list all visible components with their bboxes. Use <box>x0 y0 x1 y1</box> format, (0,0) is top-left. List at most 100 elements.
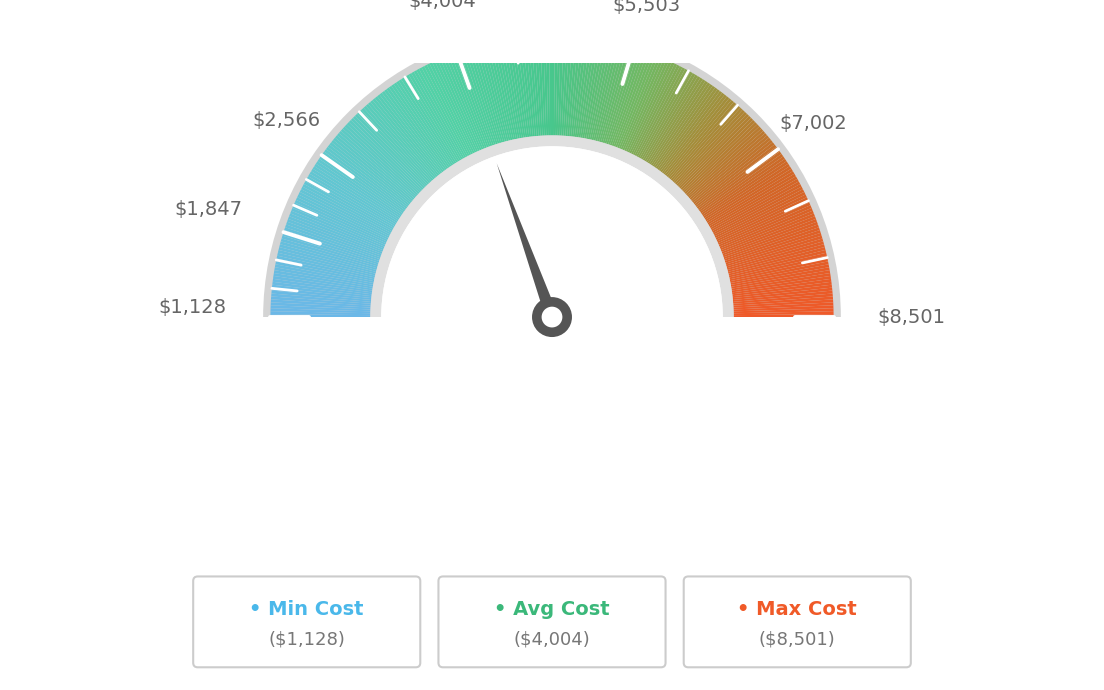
Wedge shape <box>291 208 384 248</box>
Wedge shape <box>365 104 433 181</box>
Wedge shape <box>401 78 456 164</box>
Wedge shape <box>287 219 382 255</box>
Wedge shape <box>656 86 715 169</box>
Wedge shape <box>624 59 667 151</box>
Wedge shape <box>682 120 755 191</box>
Wedge shape <box>363 106 432 182</box>
Text: $5,503: $5,503 <box>612 0 680 15</box>
Wedge shape <box>335 135 413 201</box>
Wedge shape <box>282 236 378 266</box>
Wedge shape <box>716 197 808 241</box>
Wedge shape <box>555 35 561 135</box>
Wedge shape <box>639 70 690 159</box>
Wedge shape <box>733 308 834 313</box>
Wedge shape <box>275 264 373 285</box>
Wedge shape <box>280 241 376 270</box>
Wedge shape <box>273 276 372 293</box>
Wedge shape <box>619 55 658 149</box>
FancyBboxPatch shape <box>438 576 666 667</box>
Wedge shape <box>729 250 826 275</box>
Wedge shape <box>290 210 384 250</box>
Wedge shape <box>565 36 575 136</box>
Wedge shape <box>263 28 841 317</box>
Wedge shape <box>672 106 741 182</box>
Wedge shape <box>499 40 520 139</box>
Wedge shape <box>285 224 381 259</box>
Wedge shape <box>595 43 622 141</box>
Wedge shape <box>272 293 371 304</box>
Wedge shape <box>454 52 490 147</box>
Text: ($4,004): ($4,004) <box>513 631 591 649</box>
Wedge shape <box>700 154 783 213</box>
Wedge shape <box>540 36 546 135</box>
Wedge shape <box>554 35 558 135</box>
Wedge shape <box>274 267 373 287</box>
Wedge shape <box>321 154 404 213</box>
Wedge shape <box>333 137 412 203</box>
Wedge shape <box>296 197 388 241</box>
Wedge shape <box>714 192 806 238</box>
Wedge shape <box>728 241 824 270</box>
Wedge shape <box>424 65 471 155</box>
Wedge shape <box>578 39 596 137</box>
Wedge shape <box>382 91 444 172</box>
Wedge shape <box>399 79 455 165</box>
Wedge shape <box>339 131 416 198</box>
Wedge shape <box>728 247 826 274</box>
Wedge shape <box>718 200 809 243</box>
Wedge shape <box>273 279 372 295</box>
Wedge shape <box>411 72 463 159</box>
Wedge shape <box>331 140 411 204</box>
Wedge shape <box>316 161 401 218</box>
Wedge shape <box>707 168 793 223</box>
Wedge shape <box>734 311 834 315</box>
Wedge shape <box>709 174 796 226</box>
Wedge shape <box>718 203 810 245</box>
Wedge shape <box>628 61 672 152</box>
Wedge shape <box>732 282 831 296</box>
Wedge shape <box>389 86 448 169</box>
Wedge shape <box>459 50 495 146</box>
Wedge shape <box>493 41 516 139</box>
Wedge shape <box>552 35 555 135</box>
Wedge shape <box>705 166 792 221</box>
Wedge shape <box>677 112 747 186</box>
Wedge shape <box>328 144 408 207</box>
Wedge shape <box>571 37 584 137</box>
Wedge shape <box>391 84 450 168</box>
Wedge shape <box>374 97 439 176</box>
Wedge shape <box>437 59 480 151</box>
Wedge shape <box>476 45 505 142</box>
Wedge shape <box>704 164 789 219</box>
Wedge shape <box>702 159 786 217</box>
Wedge shape <box>626 60 669 152</box>
Wedge shape <box>635 66 682 156</box>
Wedge shape <box>485 43 510 141</box>
Wedge shape <box>452 53 489 148</box>
Wedge shape <box>723 221 818 257</box>
Wedge shape <box>614 52 650 147</box>
Wedge shape <box>612 51 647 146</box>
Wedge shape <box>318 159 402 217</box>
Wedge shape <box>633 65 680 155</box>
Wedge shape <box>325 149 406 210</box>
Wedge shape <box>274 273 372 290</box>
Wedge shape <box>728 244 825 272</box>
Wedge shape <box>562 36 570 136</box>
Wedge shape <box>664 95 726 175</box>
Wedge shape <box>522 37 535 137</box>
Wedge shape <box>584 40 605 139</box>
Wedge shape <box>692 137 771 203</box>
Wedge shape <box>687 128 763 197</box>
Wedge shape <box>712 184 802 233</box>
Wedge shape <box>713 186 803 235</box>
Wedge shape <box>270 314 370 317</box>
Wedge shape <box>418 68 468 157</box>
Wedge shape <box>368 102 435 179</box>
Wedge shape <box>710 179 799 230</box>
Wedge shape <box>349 120 422 191</box>
Wedge shape <box>273 282 372 296</box>
Wedge shape <box>531 36 541 136</box>
Wedge shape <box>679 116 751 188</box>
Wedge shape <box>683 122 757 193</box>
